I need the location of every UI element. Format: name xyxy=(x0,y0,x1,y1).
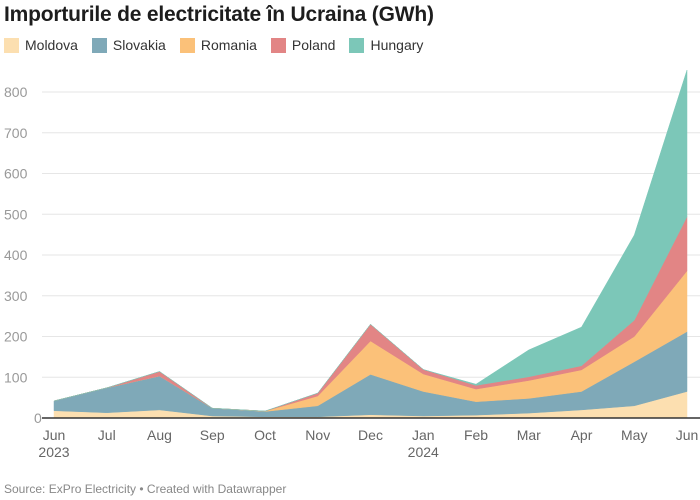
y-tick-label: 400 xyxy=(4,247,28,263)
legend-swatch xyxy=(270,37,286,53)
legend-swatch xyxy=(349,37,365,53)
area-hungary xyxy=(53,69,688,412)
y-tick-label: 100 xyxy=(4,369,28,385)
x-tick-label: Jan xyxy=(412,427,435,443)
x-tick-label: Jul xyxy=(98,427,116,443)
y-tick-label: 0 xyxy=(34,410,42,426)
x-year-label: 2024 xyxy=(408,444,439,460)
y-tick-label: 300 xyxy=(4,288,28,304)
x-tick-label: Dec xyxy=(358,427,383,443)
x-tick-label: Nov xyxy=(305,427,330,443)
legend-item-poland: Poland xyxy=(270,37,336,53)
y-tick-label: 200 xyxy=(4,329,28,345)
legend-label: Moldova xyxy=(25,37,78,53)
legend-swatch xyxy=(179,37,195,53)
x-tick-label: Feb xyxy=(464,427,488,443)
legend-swatch xyxy=(91,37,107,53)
x-tick-label: Jun xyxy=(676,427,699,443)
chart-title: Importurile de electricitate în Ucraina … xyxy=(4,3,434,26)
x-tick-label: Aug xyxy=(147,427,172,443)
x-tick-label: Jun xyxy=(43,427,66,443)
y-tick-label: 600 xyxy=(4,166,28,182)
x-year-label: 2023 xyxy=(38,444,69,460)
legend: Moldova Slovakia Romania Poland Hungary xyxy=(4,37,423,53)
source-note: Source: ExPro Electricity • Created with… xyxy=(4,482,287,496)
x-tick-label: Oct xyxy=(254,427,276,443)
x-tick-label: Mar xyxy=(517,427,541,443)
legend-label: Hungary xyxy=(370,37,424,53)
legend-item-slovakia: Slovakia xyxy=(91,37,166,53)
x-tick-label: Sep xyxy=(200,427,225,443)
y-tick-label: 500 xyxy=(4,206,28,222)
x-tick-label: Apr xyxy=(571,427,593,443)
x-tick-label: May xyxy=(621,427,647,443)
legend-label: Romania xyxy=(200,37,257,53)
legend-label: Slovakia xyxy=(112,37,166,53)
y-tick-label: 800 xyxy=(4,84,28,100)
legend-item-hungary: Hungary xyxy=(349,37,423,53)
legend-label: Poland xyxy=(291,37,336,53)
legend-item-romania: Romania xyxy=(179,37,257,53)
legend-swatch xyxy=(4,37,19,53)
y-tick-label: 700 xyxy=(4,125,28,141)
legend-item-moldova: Moldova xyxy=(4,37,78,53)
